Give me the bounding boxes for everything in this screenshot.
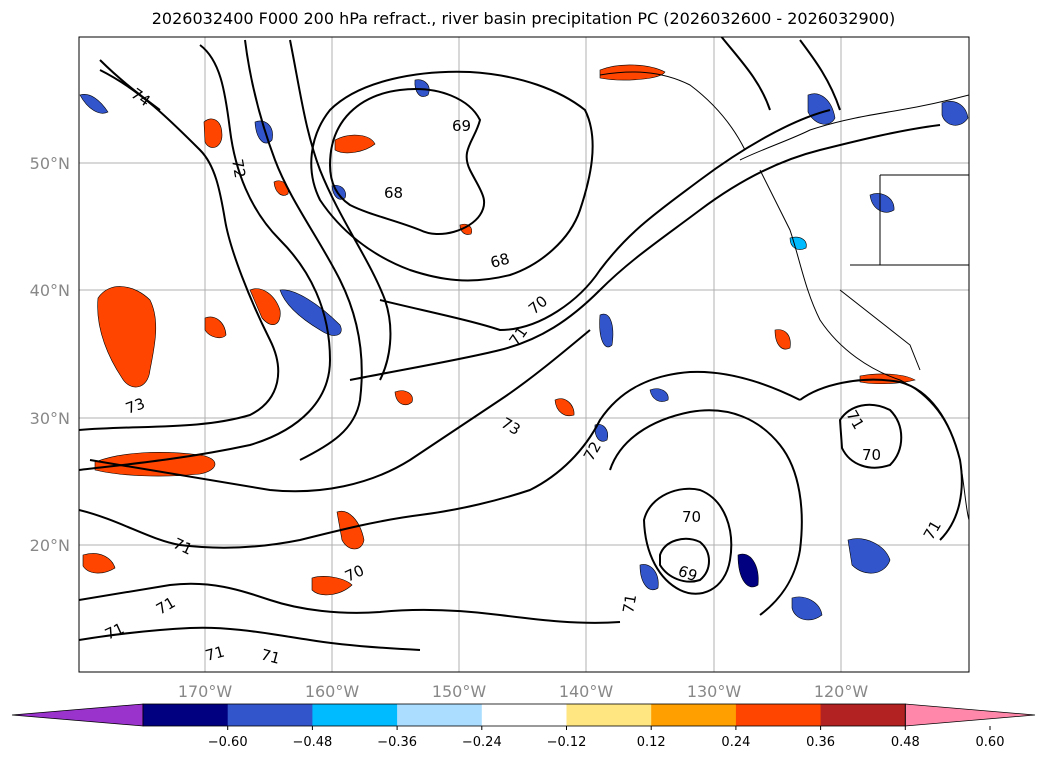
lon-label: 130°W [687, 682, 742, 701]
contour-label: 71 [259, 645, 282, 667]
colorbar-tick-label: −0.48 [292, 735, 332, 750]
colorbar-extend-high [904, 703, 1036, 727]
colorbar-segment [143, 704, 229, 726]
contour-label: 70 [862, 446, 881, 464]
colorbar-extend-low [11, 703, 144, 727]
contour-label: 72 [228, 158, 249, 180]
colorbar-segment [312, 704, 398, 726]
lon-label: 150°W [432, 682, 487, 701]
map-frame [78, 36, 970, 673]
colorbar-segment [481, 704, 567, 726]
lon-label: 170°W [178, 682, 233, 701]
colorbar-segment [820, 704, 906, 726]
contour-label: 71 [619, 593, 640, 615]
longitude-labels: 170°W 160°W 150°W 140°W 130°W 120°W [178, 682, 869, 701]
colorbar-tick-label: −0.24 [462, 735, 502, 750]
colorbar-border [142, 703, 906, 727]
colorbar-segment [566, 704, 652, 726]
colorbar-segment [227, 704, 313, 726]
contour-label: 70 [682, 508, 701, 526]
colorbar-tick-label: 0.60 [976, 735, 1005, 750]
colorbar-tick-label: −0.60 [208, 735, 248, 750]
contour-label: 69 [452, 117, 471, 135]
contour-label: 68 [488, 250, 511, 272]
lon-label: 120°W [814, 682, 869, 701]
lat-label: 40°N [30, 281, 70, 300]
coastlines [599, 71, 969, 521]
map-title: 2026032400 F000 200 hPa refract., river … [151, 9, 896, 28]
lat-label: 50°N [30, 154, 70, 173]
lat-label: 30°N [30, 409, 70, 428]
map-area [79, 37, 969, 672]
colorbar-tick-label: 0.12 [637, 735, 666, 750]
colorbar-segment [651, 704, 737, 726]
contour-label: 73 [123, 394, 147, 417]
negative-anomaly-patches [79, 79, 969, 621]
colorbar-tick-label: −0.12 [547, 735, 587, 750]
colorbar-segment [735, 704, 822, 726]
positive-anomaly-patches [82, 64, 916, 596]
refractivity-contours [79, 37, 963, 651]
lat-label: 20°N [30, 536, 70, 555]
lon-label: 140°W [559, 682, 614, 701]
contour-label: 68 [384, 184, 403, 202]
colorbar-tick-label: 0.24 [721, 735, 750, 750]
colorbar-tick-label: 0.36 [806, 735, 835, 750]
colorbar-segment [397, 704, 483, 726]
latitude-labels: 50°N 40°N 30°N 20°N [30, 154, 70, 555]
graticule [79, 37, 969, 672]
colorbar: −0.60 −0.48 −0.36 −0.24 −0.12 0.12 0.24 0.36 0.4… [11, 703, 1036, 750]
colorbar-tick-label: 0.48 [891, 735, 920, 750]
colorbar-tick-label: −0.36 [377, 735, 417, 750]
contour-label: 71 [203, 643, 226, 665]
lon-label: 160°W [305, 682, 360, 701]
contour-label: 69 [676, 562, 700, 585]
